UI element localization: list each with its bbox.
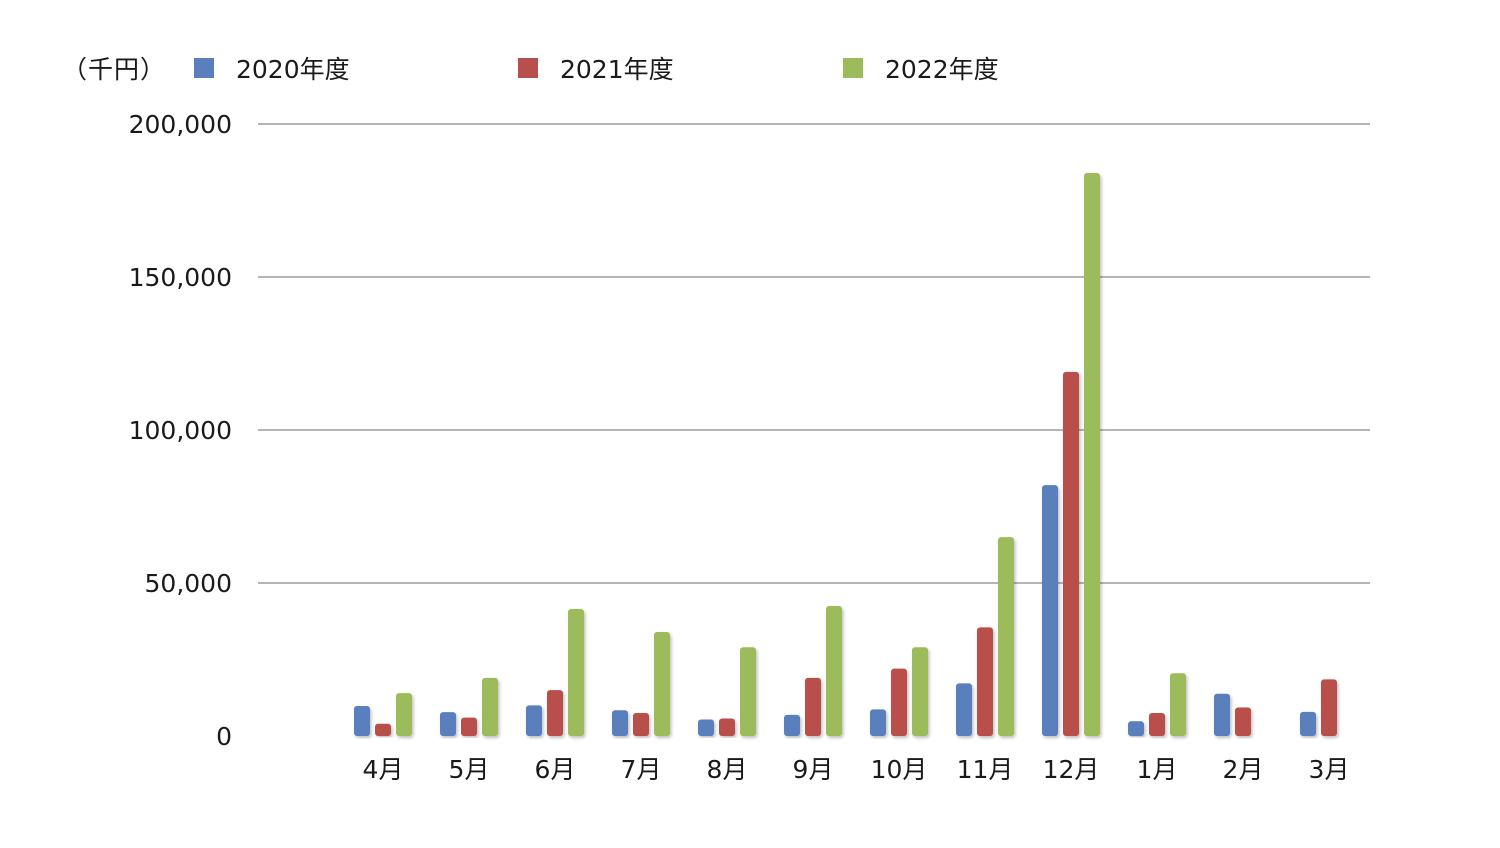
bar <box>1170 673 1186 736</box>
bar <box>1149 713 1165 736</box>
bar <box>998 537 1014 736</box>
bar <box>977 627 993 736</box>
bar <box>1084 172 1100 736</box>
bar <box>1063 371 1079 736</box>
x-tick-label: 12月 <box>1043 755 1100 784</box>
bar <box>526 705 542 736</box>
bar <box>912 647 928 736</box>
bar <box>956 683 972 736</box>
unit-label: （千円） <box>62 55 167 84</box>
bar <box>1128 721 1144 736</box>
y-tick-label: 0 <box>216 722 232 751</box>
legend-item-2022: 2022年度 <box>843 50 999 86</box>
bar <box>805 677 821 736</box>
bar <box>612 710 628 736</box>
bar <box>354 706 370 736</box>
legend-swatch-2021 <box>518 58 538 78</box>
x-tick-label: 8月 <box>707 755 748 784</box>
legend-item-2021: 2021年度 <box>518 50 674 86</box>
bar <box>719 718 735 736</box>
x-tick-label: 7月 <box>621 755 662 784</box>
legend-label-2020: 2020年度 <box>236 55 350 84</box>
bar <box>891 668 907 736</box>
x-tick-label: 11月 <box>957 755 1014 784</box>
bar <box>1235 707 1251 736</box>
bar <box>698 719 714 736</box>
legend-swatch-2020 <box>194 58 214 78</box>
y-tick-label: 100,000 <box>129 416 232 445</box>
bar <box>654 631 670 736</box>
bar <box>440 712 456 736</box>
y-tick-label: 200,000 <box>129 110 232 139</box>
x-tick-label: 4月 <box>363 755 404 784</box>
bar <box>568 609 584 736</box>
bar <box>633 713 649 736</box>
bar <box>740 647 756 736</box>
bar <box>396 693 412 736</box>
bar <box>1321 679 1337 736</box>
x-tick-label: 2月 <box>1223 755 1264 784</box>
bar <box>784 714 800 736</box>
bar <box>1042 485 1058 736</box>
legend-item-2020: 2020年度 <box>194 50 350 86</box>
bar <box>547 690 563 736</box>
bar <box>870 709 886 736</box>
x-tick-label: 9月 <box>793 755 834 784</box>
x-tick-label: 1月 <box>1137 755 1178 784</box>
x-tick-label: 10月 <box>871 755 928 784</box>
bar <box>375 723 391 736</box>
legend-label-2021: 2021年度 <box>560 55 674 84</box>
y-tick-label: 50,000 <box>145 569 232 598</box>
legend-label-2022: 2022年度 <box>885 55 999 84</box>
x-tick-label: 6月 <box>535 755 576 784</box>
bar <box>826 605 842 736</box>
bar <box>482 677 498 736</box>
x-tick-label: 5月 <box>449 755 490 784</box>
legend-swatch-2022 <box>843 58 863 78</box>
y-tick-label: 150,000 <box>129 263 232 292</box>
x-tick-label: 3月 <box>1309 755 1350 784</box>
bar <box>461 717 477 736</box>
bar <box>1214 693 1230 736</box>
bar <box>1300 711 1316 736</box>
